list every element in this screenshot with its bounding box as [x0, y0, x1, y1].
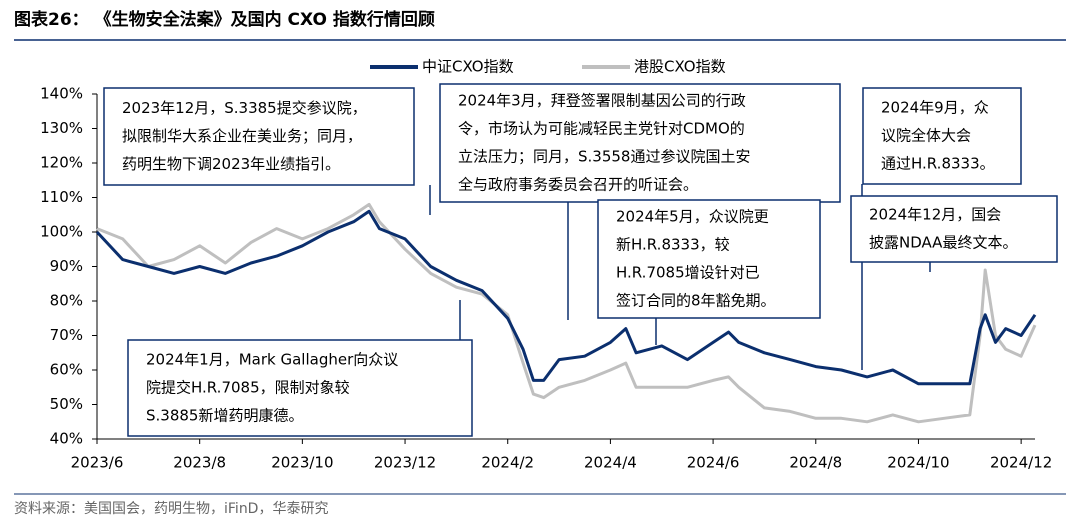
y-tick-label: 80%	[50, 292, 83, 310]
x-tick-label: 2024/2	[481, 454, 534, 472]
annotation-text: 签订合同的8年豁免期。	[616, 292, 776, 310]
source-note: 资料来源：美国国会，药明生物，iFinD，华泰研究	[14, 501, 328, 517]
y-tick-label: 60%	[50, 361, 83, 379]
annotation-text: 立法压力；同月，S.3558通过参议院国土安	[458, 148, 750, 166]
annotation-box	[850, 195, 1058, 263]
annotation-box	[439, 83, 841, 203]
annotation-text: 新H.R.8333，较	[616, 236, 730, 254]
annotation-box	[103, 87, 415, 186]
annotation-text: 披露NDAA最终文本。	[869, 234, 1017, 252]
annotation-text: 2023年12月，S.3385提交参议院，	[122, 99, 367, 117]
legend-label: 中证CXO指数	[422, 58, 514, 76]
x-tick-label: 2024/12	[990, 454, 1052, 472]
annotation-text: 院提交H.R.7085，限制对象较	[146, 379, 350, 397]
annotation-text: 拟限制华大系企业在美业务；同月，	[122, 127, 362, 145]
annotation-text: 2024年3月，拜登签署限制基因公司的行政	[458, 92, 746, 110]
x-tick-label: 2023/6	[71, 454, 124, 472]
annotation-text: 2024年5月，众议院更	[616, 208, 769, 226]
y-tick-label: 70%	[50, 326, 83, 344]
annotation-text: H.R.7085增设针对已	[616, 264, 760, 282]
annotation-text: 全与政府事务委员会召开的听证会。	[458, 176, 698, 194]
series-line	[95, 209, 1037, 386]
y-tick-label: 120%	[40, 154, 83, 172]
annotation-box	[862, 87, 1022, 185]
annotation-text: 2024年12月，国会	[869, 206, 1001, 224]
x-tick-label: 2023/12	[374, 454, 436, 472]
x-tick-label: 2024/6	[687, 454, 740, 472]
y-tick-label: 40%	[50, 430, 83, 448]
annotation-text: 通过H.R.8333。	[881, 155, 995, 173]
annotation-text: 令，市场认为可能减轻民主党针对CDMO的	[458, 120, 745, 138]
x-tick-label: 2023/10	[271, 454, 333, 472]
y-tick-label: 110%	[40, 188, 83, 206]
x-tick-label: 2023/8	[173, 454, 226, 472]
y-tick-label: 140%	[40, 85, 83, 103]
annotation-text: 2024年9月，众	[881, 99, 989, 117]
x-tick-label: 2024/4	[584, 454, 637, 472]
x-tick-label: 2024/8	[789, 454, 842, 472]
annotation-text: S.3885新增药明康德。	[146, 407, 303, 425]
chart-title: 图表26： 《生物安全法案》及国内 CXO 指数行情回顾	[14, 9, 435, 30]
annotation-box	[597, 199, 821, 319]
annotation-text: 药明生物下调2023年业绩指引。	[122, 155, 340, 173]
y-tick-label: 100%	[40, 223, 83, 241]
annotation-text: 议院全体大会	[881, 127, 971, 145]
x-tick-label: 2024/10	[887, 454, 949, 472]
y-tick-label: 130%	[40, 119, 83, 137]
y-tick-label: 90%	[50, 257, 83, 275]
y-tick-label: 50%	[50, 395, 83, 413]
series-line	[96, 202, 1037, 424]
annotation-box	[127, 339, 473, 437]
legend-label: 港股CXO指数	[634, 58, 726, 76]
annotation-text: 2024年1月，Mark Gallagher向众议	[146, 351, 398, 369]
